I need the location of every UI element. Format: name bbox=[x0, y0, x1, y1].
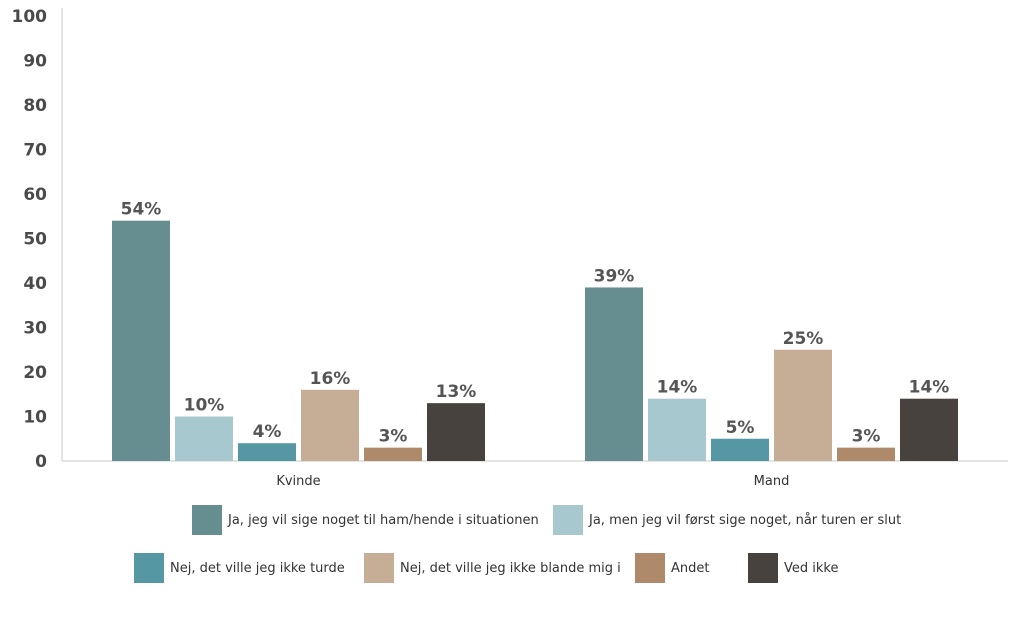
data-label: 3% bbox=[379, 427, 408, 447]
bar bbox=[837, 447, 895, 461]
bar bbox=[711, 438, 769, 461]
bar bbox=[774, 349, 832, 461]
bar bbox=[301, 389, 359, 461]
bar bbox=[900, 398, 958, 461]
bar bbox=[585, 287, 643, 461]
legend-swatch bbox=[553, 505, 583, 535]
y-tick-label: 40 bbox=[23, 274, 47, 294]
legend-item: Nej, det ville jeg ikke blande mig i bbox=[364, 553, 621, 583]
data-label: 39% bbox=[594, 266, 635, 286]
data-label: 4% bbox=[253, 422, 282, 442]
legend-label: Andet bbox=[671, 560, 710, 576]
legend-swatch bbox=[134, 553, 164, 583]
data-label: 14% bbox=[909, 378, 950, 398]
data-label: 5% bbox=[726, 418, 755, 438]
data-label: 25% bbox=[783, 329, 824, 349]
data-label: 13% bbox=[436, 382, 477, 402]
bar bbox=[427, 403, 485, 461]
data-labels: 54% 10% 4% 16% 3% 13% 39% 14% 5% 25% 3% 14% bbox=[121, 200, 950, 447]
legend-label: Nej, det ville jeg ikke turde bbox=[170, 560, 345, 576]
y-tick-label: 10 bbox=[23, 408, 47, 428]
legend-label: Ved ikke bbox=[784, 560, 839, 576]
bar bbox=[175, 416, 233, 461]
legend-label: Ja, men jeg vil først sige noget, når tu… bbox=[589, 512, 902, 528]
bar bbox=[364, 447, 422, 461]
legend-swatch bbox=[192, 505, 222, 535]
x-category-label: Mand bbox=[754, 474, 790, 489]
y-tick-label: 0 bbox=[35, 452, 47, 472]
bar bbox=[238, 443, 296, 461]
legend-row-2: Nej, det ville jeg ikke turde Nej, det v… bbox=[0, 553, 1024, 583]
legend-item: Nej, det ville jeg ikke turde bbox=[134, 553, 345, 583]
legend-swatch bbox=[364, 553, 394, 583]
legend-item: Ved ikke bbox=[748, 553, 838, 583]
data-label: 16% bbox=[310, 369, 351, 389]
legend-row-1: Ja, jeg vil sige noget til ham/hende i s… bbox=[0, 505, 1024, 535]
y-tick-label: 30 bbox=[23, 319, 47, 339]
y-tick-label: 50 bbox=[23, 230, 47, 250]
y-tick-label: 70 bbox=[23, 141, 47, 161]
data-label: 10% bbox=[184, 396, 225, 416]
data-label: 3% bbox=[852, 427, 881, 447]
x-axis-categories: Kvinde Mand bbox=[276, 474, 789, 489]
y-tick-label: 90 bbox=[23, 52, 47, 72]
legend-item: Andet bbox=[635, 553, 709, 583]
y-axis-ticks: 0 10 20 30 40 50 60 70 80 90 100 bbox=[12, 7, 48, 472]
legend-swatch bbox=[635, 553, 665, 583]
bars-group bbox=[112, 220, 958, 461]
y-tick-label: 100 bbox=[12, 7, 48, 27]
y-tick-label: 20 bbox=[23, 363, 47, 383]
data-label: 54% bbox=[121, 200, 162, 220]
legend-label: Ja, jeg vil sige noget til ham/hende i s… bbox=[228, 512, 539, 528]
legend-item: Ja, men jeg vil først sige noget, når tu… bbox=[553, 505, 901, 535]
x-category-label: Kvinde bbox=[276, 474, 320, 489]
data-label: 14% bbox=[657, 378, 698, 398]
bar bbox=[112, 220, 170, 461]
legend-item: Ja, jeg vil sige noget til ham/hende i s… bbox=[192, 505, 539, 535]
legend-swatch bbox=[748, 553, 778, 583]
y-tick-label: 80 bbox=[23, 96, 47, 116]
bar bbox=[648, 398, 706, 461]
y-tick-label: 60 bbox=[23, 185, 47, 205]
legend-label: Nej, det ville jeg ikke blande mig i bbox=[400, 560, 621, 576]
